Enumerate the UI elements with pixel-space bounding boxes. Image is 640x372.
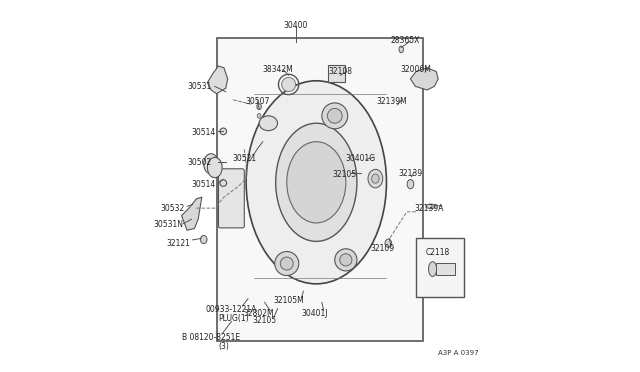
Ellipse shape bbox=[407, 180, 414, 189]
Text: 30400: 30400 bbox=[284, 21, 308, 30]
Ellipse shape bbox=[340, 254, 352, 266]
Text: 30502: 30502 bbox=[188, 157, 212, 167]
Ellipse shape bbox=[220, 180, 227, 186]
Ellipse shape bbox=[426, 204, 435, 209]
Text: C2118: C2118 bbox=[426, 248, 451, 257]
Ellipse shape bbox=[282, 77, 296, 92]
Text: 30531: 30531 bbox=[188, 82, 212, 91]
Ellipse shape bbox=[276, 123, 357, 241]
Text: 32121: 32121 bbox=[166, 239, 190, 248]
Text: 32139M: 32139M bbox=[376, 97, 408, 106]
Bar bbox=[216, 38, 424, 341]
FancyBboxPatch shape bbox=[328, 65, 345, 81]
Ellipse shape bbox=[280, 257, 293, 270]
Ellipse shape bbox=[207, 157, 222, 178]
Polygon shape bbox=[182, 197, 202, 230]
Text: 38342M: 38342M bbox=[262, 65, 293, 74]
Text: 30521: 30521 bbox=[232, 154, 257, 163]
Text: 30531N: 30531N bbox=[154, 220, 184, 229]
Ellipse shape bbox=[372, 174, 379, 183]
Text: 00933-1221A: 00933-1221A bbox=[205, 305, 257, 314]
Ellipse shape bbox=[246, 81, 387, 284]
Ellipse shape bbox=[287, 142, 346, 223]
Ellipse shape bbox=[220, 128, 227, 135]
Text: 32105: 32105 bbox=[253, 316, 276, 325]
Polygon shape bbox=[207, 66, 228, 94]
Text: 32139: 32139 bbox=[398, 169, 422, 177]
Text: 32006M: 32006M bbox=[401, 65, 431, 74]
Ellipse shape bbox=[275, 251, 299, 276]
Text: A3P A 0397: A3P A 0397 bbox=[438, 350, 479, 356]
Ellipse shape bbox=[335, 249, 357, 271]
Ellipse shape bbox=[328, 109, 342, 123]
Ellipse shape bbox=[368, 169, 383, 188]
Text: 32802M: 32802M bbox=[244, 309, 275, 318]
Text: 30532: 30532 bbox=[160, 203, 184, 213]
Text: 32105M: 32105M bbox=[273, 296, 304, 305]
Ellipse shape bbox=[399, 46, 403, 53]
Text: 28365X: 28365X bbox=[390, 36, 420, 45]
Ellipse shape bbox=[204, 154, 218, 174]
FancyBboxPatch shape bbox=[218, 169, 244, 228]
Text: (3): (3) bbox=[219, 342, 229, 351]
Text: 32105: 32105 bbox=[332, 170, 356, 179]
Bar bbox=[416, 238, 464, 297]
Text: 30401G: 30401G bbox=[346, 154, 376, 163]
Ellipse shape bbox=[322, 103, 348, 129]
Ellipse shape bbox=[429, 262, 436, 276]
Ellipse shape bbox=[200, 235, 207, 244]
Text: 30514: 30514 bbox=[191, 128, 216, 137]
Text: 32109: 32109 bbox=[371, 244, 395, 253]
Polygon shape bbox=[410, 68, 438, 90]
Text: 30514: 30514 bbox=[191, 180, 216, 189]
Ellipse shape bbox=[385, 239, 392, 247]
Text: 30507: 30507 bbox=[245, 97, 269, 106]
Ellipse shape bbox=[257, 104, 261, 110]
Ellipse shape bbox=[259, 116, 278, 131]
Text: 32139A: 32139A bbox=[414, 203, 444, 213]
Ellipse shape bbox=[257, 113, 261, 118]
Text: 32108: 32108 bbox=[328, 67, 352, 76]
Text: 30401J: 30401J bbox=[301, 309, 328, 318]
Bar bbox=[436, 263, 455, 275]
Text: B 08120-8251E: B 08120-8251E bbox=[182, 333, 240, 342]
Text: PLUG(1): PLUG(1) bbox=[218, 314, 248, 323]
